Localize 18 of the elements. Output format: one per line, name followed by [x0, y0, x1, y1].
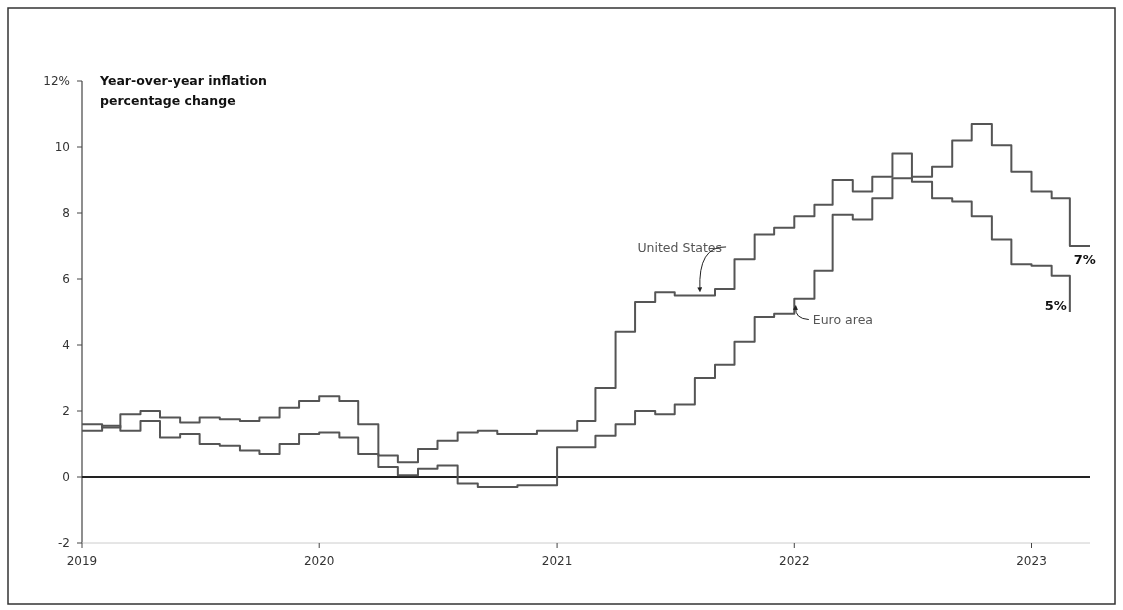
series-label: Euro area [812, 311, 873, 327]
x-tick-label: 2023 [1016, 554, 1047, 568]
y-tick-label: 8 [62, 206, 70, 221]
x-tick-label: 2021 [541, 554, 573, 568]
series-label: United States [637, 239, 723, 255]
y-tick-label: 4 [62, 338, 70, 353]
y-tick-label: 12% [43, 74, 70, 89]
y-tick-label: 10 [54, 140, 70, 155]
y-tick-label: 0 [62, 470, 70, 485]
y-tick-label: -2 [58, 536, 70, 551]
x-tick-label: 2019 [66, 554, 98, 568]
data-label: 7% [1073, 252, 1096, 267]
y-tick-label: 2 [62, 404, 70, 419]
y-tick-label: 6 [62, 272, 70, 287]
y-axis-title: Year-over-year inflation percentage change [99, 73, 267, 108]
data-label: 5% [1044, 298, 1067, 313]
x-tick-label: 2022 [779, 554, 810, 568]
x-tick-label: 2020 [303, 554, 335, 568]
